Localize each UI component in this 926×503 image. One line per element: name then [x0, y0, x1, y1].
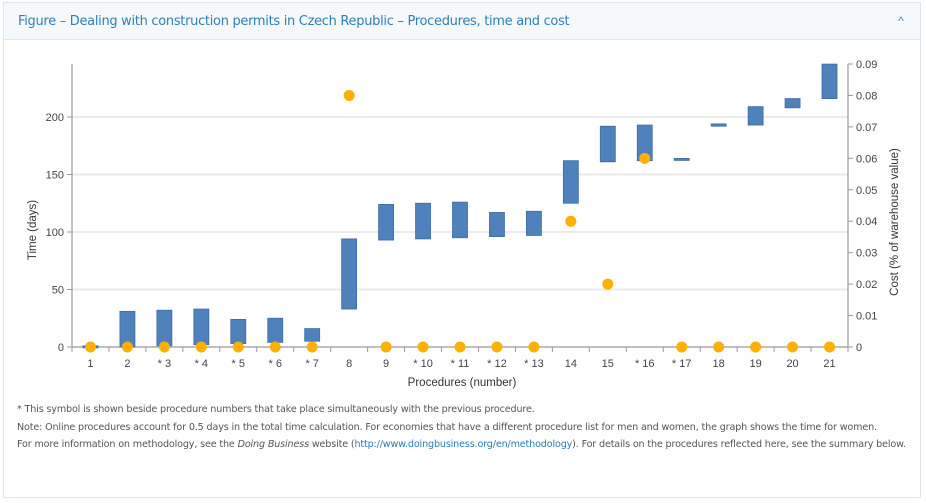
y2-tick-label: 0.09 [856, 59, 877, 71]
y-tick-label: 50 [52, 285, 64, 297]
x-tick-label: * 5 [232, 358, 245, 370]
methodology-suffix: ). For details on the procedures reflect… [572, 439, 906, 450]
y2-tick-label: 0.05 [856, 185, 877, 197]
x-tick-label: 18 [713, 358, 725, 370]
cost-dot [750, 341, 762, 353]
x-tick-label: 19 [749, 358, 761, 370]
cost-dot [491, 341, 503, 353]
time-bar [193, 308, 210, 346]
panel-title: Figure – Dealing with construction permi… [18, 14, 570, 29]
tick-labels: 0 50 100 150 200 0 0.01 0.02 0.03 0.04 0.05 0.06 0.0… [46, 59, 878, 370]
x-tick-label: * 11 [451, 358, 470, 370]
y2-tick-label: 0.07 [856, 122, 877, 134]
figure-panel: Figure – Dealing with construction permi… [3, 2, 921, 498]
y2-tick-label: 0.02 [856, 279, 877, 291]
time-bar [341, 238, 358, 310]
y-axis-title: Time (days) [27, 200, 39, 260]
cost-dot [158, 341, 170, 353]
x-tick-label: * 7 [305, 358, 318, 370]
x-tick-label: 15 [602, 358, 614, 370]
x-tick-label: * 17 [672, 358, 692, 370]
y2-tick-label: 0.03 [856, 248, 877, 260]
x-tick-label: 1 [87, 358, 93, 370]
y-tick-label: 100 [46, 227, 64, 239]
time-bar [599, 125, 616, 163]
time-bar [452, 201, 468, 239]
cost-dot [565, 215, 577, 227]
cost-dot [121, 341, 133, 353]
x-tick-label: * 12 [487, 358, 507, 370]
symbol-note: * This symbol is shown beside procedure … [17, 404, 535, 415]
time-bar [267, 317, 284, 343]
time-bar [784, 98, 801, 109]
cost-dot [528, 341, 540, 353]
time-bar [415, 202, 431, 240]
time-bar [710, 123, 727, 127]
x-tick-label: 21 [823, 358, 835, 370]
time-bar [562, 160, 579, 204]
y2-tick-label: 0.06 [856, 153, 877, 165]
y2-tick-label: 0 [856, 342, 862, 354]
time-bars [82, 63, 838, 349]
cost-dot [84, 341, 96, 353]
cost-dot [602, 278, 614, 290]
time-bar [378, 203, 394, 241]
y-tick-label: 150 [46, 170, 64, 182]
chart: 0 50 100 150 200 0 0.01 0.02 0.03 0.04 0.05 0.06 0.0… [27, 59, 901, 389]
time-bar [821, 63, 838, 100]
cost-dot [306, 341, 318, 353]
time-bar [673, 158, 690, 161]
x-tick-label: 20 [786, 358, 798, 370]
cost-dot [343, 89, 355, 101]
time-bar [304, 328, 321, 342]
x-tick-label: * 13 [524, 358, 544, 370]
time-bar [747, 106, 764, 126]
time-bar [489, 212, 505, 237]
online-note: Note: Online procedures account for 0.5 … [17, 421, 877, 433]
time-bar [230, 318, 247, 344]
x-tick-label: * 6 [269, 358, 282, 370]
y-tick-label: 200 [46, 112, 64, 124]
x-tick-label: * 4 [195, 358, 208, 370]
cost-dot [380, 341, 392, 353]
cost-dot [269, 341, 281, 353]
methodology-note: For more information on methodology, see… [17, 436, 907, 454]
methodology-link[interactable]: http://www.doingbusiness.org/en/methodol… [354, 439, 573, 450]
y2-tick-label: 0.08 [856, 90, 877, 102]
cost-dot [232, 341, 244, 353]
cost-dot [454, 341, 466, 353]
x-tick-label: * 10 [413, 358, 433, 370]
cost-dot [824, 341, 836, 353]
x-tick-label: 14 [565, 358, 577, 370]
x-tick-label: 9 [383, 358, 389, 370]
x-tick-label: 8 [346, 358, 352, 370]
y-tick-label: 0 [58, 342, 64, 354]
doing-business-name: Doing Business [237, 439, 310, 450]
methodology-prefix: For more information on methodology, see… [17, 439, 238, 450]
x-tick-label: * 16 [635, 358, 655, 370]
figure-notes: * This symbol is shown beside procedure … [17, 401, 907, 454]
x-tick-label: * 3 [158, 358, 171, 370]
panel-header[interactable]: Figure – Dealing with construction permi… [4, 3, 920, 40]
time-bar [156, 309, 173, 347]
cost-dot [676, 341, 688, 353]
x-axis-title: Procedures (number) [408, 377, 517, 389]
chevron-up-icon[interactable]: ^ [898, 14, 904, 28]
y2-tick-label: 0.04 [856, 216, 877, 228]
y2-tick-label: 0.01 [856, 311, 877, 323]
time-bar [526, 210, 542, 236]
y2-axis-title: Cost (% of warehouse value) [889, 148, 901, 296]
cost-dot [787, 341, 799, 353]
cost-dot [195, 341, 207, 353]
cost-dot [417, 341, 429, 353]
methodology-mid: website ( [308, 439, 355, 450]
cost-dot [713, 341, 725, 353]
cost-dots [84, 89, 836, 353]
x-tick-label: 2 [124, 358, 130, 370]
cost-dot [639, 152, 651, 164]
